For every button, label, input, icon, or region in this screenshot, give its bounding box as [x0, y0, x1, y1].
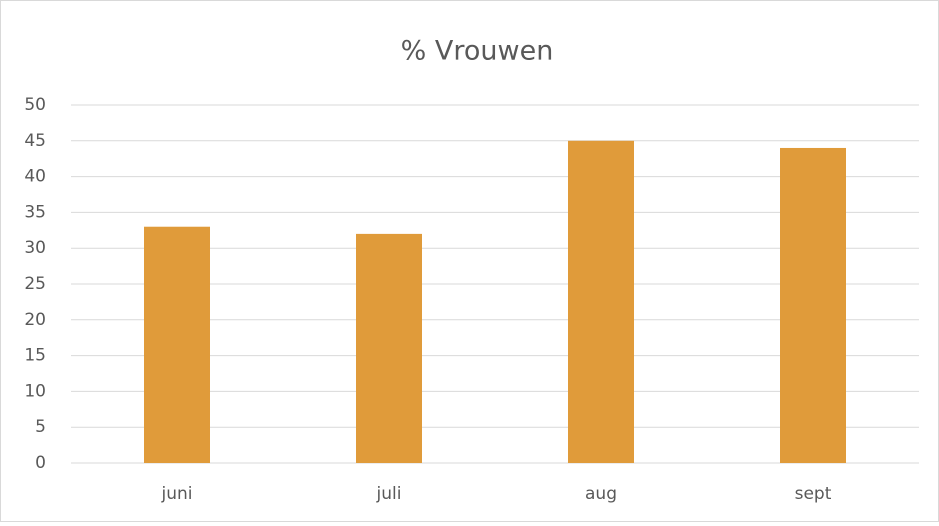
x-tick-label: aug: [585, 484, 617, 504]
y-tick-label: 0: [35, 453, 46, 473]
y-tick-label: 45: [24, 131, 46, 151]
bar: [356, 233, 422, 463]
bar: [568, 140, 634, 464]
x-tick-label: juni: [161, 484, 193, 504]
y-tick-label: 40: [24, 167, 46, 187]
y-tick-label: 50: [24, 95, 46, 115]
y-tick-label: 10: [24, 381, 46, 401]
bar: [144, 226, 210, 463]
y-tick-label: 25: [24, 274, 46, 294]
y-tick-label: 30: [24, 238, 46, 258]
chart-title: % Vrouwen: [401, 36, 554, 67]
y-tick-label: 20: [24, 310, 46, 330]
y-tick-label: 15: [24, 346, 46, 366]
y-tick-label: 35: [24, 202, 46, 222]
y-tick-label: 5: [35, 417, 46, 437]
x-tick-label: sept: [795, 484, 832, 504]
x-tick-label: juli: [376, 484, 402, 504]
bar: [780, 147, 846, 463]
